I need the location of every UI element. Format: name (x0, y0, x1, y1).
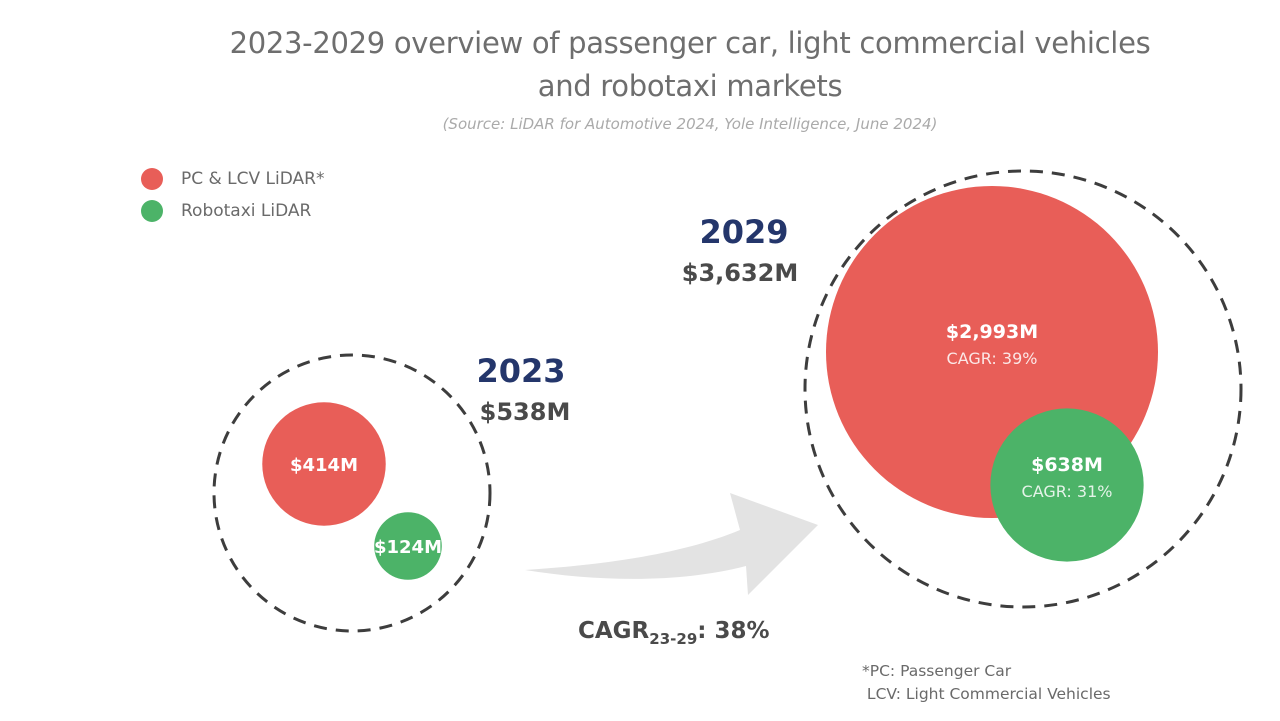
legend-label-pc-lcv: PC & LCV LiDAR* (181, 169, 325, 189)
bubble-robotaxi-2023 (374, 512, 442, 580)
total-ring-2029 (803, 169, 1243, 609)
bubble-cagr-label-pc-lcv-2029: CAGR: 39% (947, 349, 1038, 368)
year-label-2029: 2029 (699, 213, 788, 251)
bubble-value-label-pc-lcv-2029: $2,993M (946, 321, 1038, 343)
legend: PC & LCV LiDAR* Robotaxi LiDAR (141, 163, 325, 227)
bubble-value-label-robotaxi-2029: $638M (1031, 454, 1103, 476)
chart-title-line2: and robotaxi markets (537, 69, 843, 103)
legend-item-robotaxi: Robotaxi LiDAR (141, 195, 325, 227)
chart-subtitle: (Source: LiDAR for Automotive 2024, Yole… (442, 115, 938, 133)
legend-label-robotaxi: Robotaxi LiDAR (181, 201, 312, 221)
total-ring-2023 (212, 353, 492, 633)
growth-arrow-icon (525, 493, 818, 595)
bubble-robotaxi-2029 (990, 408, 1144, 562)
bubble-cagr-label-robotaxi-2029: CAGR: 31% (1022, 482, 1113, 501)
bubble-pc-lcv-2023 (262, 402, 386, 526)
footnote-line2: LCV: Light Commercial Vehicles (862, 685, 1111, 703)
year-label-2023: 2023 (476, 352, 565, 390)
bubble-value-label-pc-lcv-2023: $414M (290, 455, 358, 476)
total-label-2029: $3,632M (682, 259, 799, 287)
legend-dot-robotaxi (141, 200, 163, 222)
chart-title-line1: 2023-2029 overview of passenger car, lig… (229, 26, 1151, 60)
overall-cagr-label: CAGR23-29: 38% (578, 618, 770, 648)
bubble-value-label-robotaxi-2023: $124M (374, 537, 442, 558)
footnote-line1: *PC: Passenger Car (862, 662, 1012, 680)
total-label-2023: $538M (480, 398, 571, 426)
legend-item-pc-lcv: PC & LCV LiDAR* (141, 163, 325, 195)
legend-dot-pc-lcv (141, 168, 163, 190)
footnote: *PC: Passenger Car LCV: Light Commercial… (862, 660, 1111, 706)
